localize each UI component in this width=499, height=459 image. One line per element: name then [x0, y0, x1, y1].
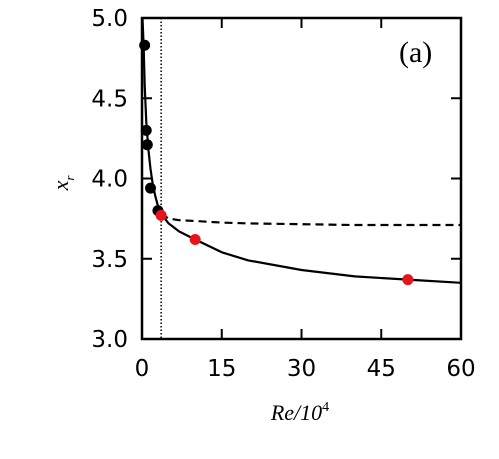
y-tick-label: 5.0 — [91, 6, 128, 32]
x-tick-label: 15 — [207, 356, 236, 382]
dashed-series-line — [160, 212, 461, 227]
y-tick-label: 3.5 — [91, 247, 128, 273]
y-tick-label: 4.0 — [91, 167, 128, 193]
data-point — [402, 274, 414, 286]
axis-ticks: 0 15 30 45 60 3.0 3.5 4.0 4.5 5.0 — [91, 6, 475, 382]
x-tick-label: 30 — [287, 356, 316, 382]
y-tick-label: 4.5 — [91, 86, 128, 112]
y-axis-label-main: x — [48, 180, 73, 191]
series-markers — [139, 39, 414, 286]
x-axis-label-main: Re/10 — [270, 400, 322, 425]
data-point — [189, 233, 201, 245]
data-point — [139, 39, 151, 51]
x-tick-label: 0 — [135, 356, 150, 382]
y-tick-label: 3.0 — [91, 327, 128, 353]
x-axis-label: Re/104 — [270, 400, 329, 425]
data-point — [145, 182, 157, 194]
data-point — [140, 124, 152, 136]
x-axis-label-sup: 4 — [322, 400, 329, 415]
x-tick-label: 45 — [367, 356, 396, 382]
x-tick-label: 60 — [446, 356, 475, 382]
y-axis-label: xr — [48, 175, 77, 192]
data-point — [155, 209, 167, 221]
data-point — [141, 139, 153, 151]
y-axis-label-sub: r — [62, 175, 77, 181]
panel-label: (a) — [399, 36, 432, 69]
